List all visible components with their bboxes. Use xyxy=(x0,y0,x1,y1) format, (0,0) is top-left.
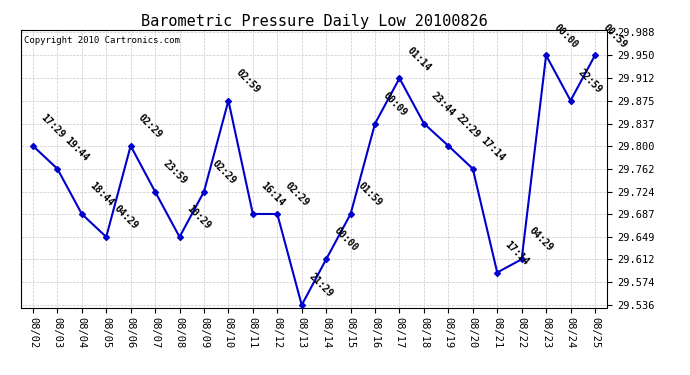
Text: 18:44: 18:44 xyxy=(88,181,115,209)
Text: 02:29: 02:29 xyxy=(136,112,164,140)
Text: 02:29: 02:29 xyxy=(210,158,237,186)
Text: 23:44: 23:44 xyxy=(429,90,457,118)
Text: 17:29: 17:29 xyxy=(39,112,66,140)
Text: 04:29: 04:29 xyxy=(112,204,139,231)
Text: 00:09: 00:09 xyxy=(381,90,408,118)
Text: 02:59: 02:59 xyxy=(234,67,262,95)
Text: 17:14: 17:14 xyxy=(503,239,531,267)
Text: 00:59: 00:59 xyxy=(600,22,629,50)
Text: 16:14: 16:14 xyxy=(259,181,286,209)
Text: 17:14: 17:14 xyxy=(478,135,506,163)
Title: Barometric Pressure Daily Low 20100826: Barometric Pressure Daily Low 20100826 xyxy=(141,14,487,29)
Text: 23:59: 23:59 xyxy=(161,158,188,186)
Text: 01:59: 01:59 xyxy=(356,181,384,209)
Text: 01:14: 01:14 xyxy=(405,45,433,73)
Text: 00:00: 00:00 xyxy=(552,22,580,50)
Text: 00:00: 00:00 xyxy=(332,226,359,254)
Text: 22:59: 22:59 xyxy=(576,67,604,95)
Text: 21:29: 21:29 xyxy=(307,272,335,300)
Text: 22:29: 22:29 xyxy=(454,112,482,140)
Text: 04:29: 04:29 xyxy=(527,226,555,254)
Text: 10:29: 10:29 xyxy=(185,204,213,231)
Text: 19:44: 19:44 xyxy=(63,135,91,163)
Text: Copyright 2010 Cartronics.com: Copyright 2010 Cartronics.com xyxy=(23,36,179,45)
Text: 02:29: 02:29 xyxy=(283,181,310,209)
